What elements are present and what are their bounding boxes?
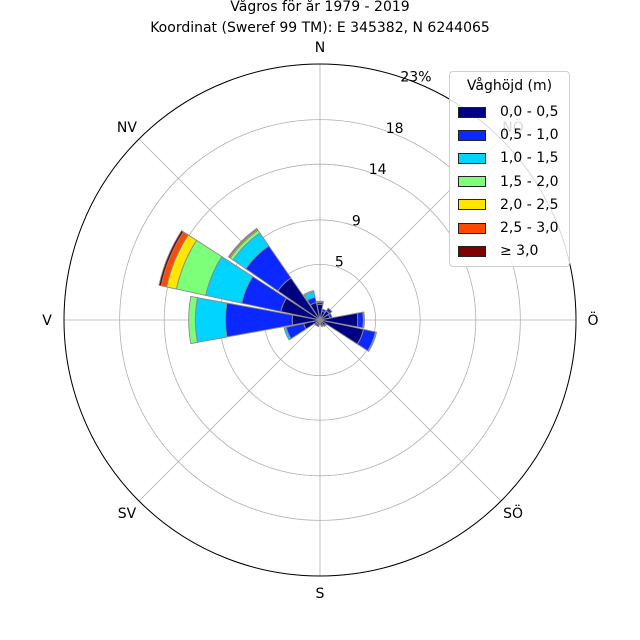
bar-segment-NÖ-1 bbox=[325, 307, 333, 315]
direction-label: S bbox=[316, 586, 325, 602]
direction-label: NV bbox=[117, 120, 137, 136]
legend: Våghöjd (m) 0,0 - 0,5 0,5 - 1,0 1,0 - 1,5 1… bbox=[449, 71, 570, 267]
legend-swatch bbox=[458, 152, 486, 164]
bar-segment-Ö-2 bbox=[362, 311, 365, 329]
chart-subtitle: Koordinat (Sweref 99 TM): E 345382, N 62… bbox=[150, 20, 490, 36]
radial-tick-label: 18 bbox=[386, 121, 404, 137]
bar-segment-Ö-1 bbox=[356, 311, 364, 329]
radial-tick-label: 9 bbox=[352, 213, 361, 229]
legend-label: 0,0 - 0,5 bbox=[500, 104, 559, 120]
bar-segment-SÖ-1 bbox=[323, 323, 328, 328]
legend-label: 1,0 - 1,5 bbox=[500, 150, 559, 167]
radial-tick-label: 14 bbox=[369, 162, 387, 178]
angular-grid-line bbox=[319, 319, 502, 502]
direction-label: V bbox=[42, 313, 52, 329]
legend-swatch bbox=[458, 129, 486, 141]
bar-segment-V-2 bbox=[194, 297, 228, 343]
legend-item: 1,0 - 1,5 bbox=[458, 150, 558, 166]
direction-label: SV bbox=[118, 506, 137, 522]
legend-label: 2,0 - 2,5 bbox=[500, 196, 559, 213]
radial-tick-label: 23% bbox=[400, 69, 431, 85]
legend-swatch bbox=[458, 222, 486, 234]
legend-item: 2,5 - 3,0 bbox=[458, 220, 558, 236]
direction-label: N bbox=[315, 40, 325, 56]
legend-label: 0,5 - 1,0 bbox=[500, 127, 559, 144]
legend-title: Våghöjd (m) bbox=[466, 78, 553, 94]
bar-segment-SSÖ-1 bbox=[320, 324, 325, 328]
legend-item: 0,5 - 1,0 bbox=[458, 127, 558, 143]
legend-item: ≥ 3,0 bbox=[458, 243, 538, 259]
bars-group bbox=[158, 227, 378, 353]
legend-label: 1,5 - 2,0 bbox=[500, 173, 559, 190]
direction-label: Ö bbox=[587, 311, 598, 329]
direction-label: SÖ bbox=[503, 504, 523, 522]
legend-item: 2,0 - 2,5 bbox=[458, 197, 558, 213]
angular-grid-line bbox=[138, 319, 321, 502]
legend-item: 0,0 - 0,5 bbox=[458, 104, 558, 120]
legend-swatch bbox=[458, 106, 486, 118]
bar-segment-N-2 bbox=[316, 300, 324, 304]
bar-segment-V-3 bbox=[188, 295, 198, 345]
chart-title: Vågros för år 1979 - 2019 bbox=[230, 0, 410, 15]
bar-segment-ÖSÖ-2 bbox=[367, 331, 378, 353]
legend-item: 1,5 - 2,0 bbox=[458, 174, 558, 190]
polar-frame bbox=[63, 63, 577, 577]
bar-segment-NV-5 bbox=[227, 227, 258, 258]
legend-swatch bbox=[458, 245, 486, 257]
legend-label: 2,5 - 3,0 bbox=[500, 220, 559, 236]
bar-segment-VNV-6 bbox=[158, 230, 185, 287]
legend-label: ≥ 3,0 bbox=[500, 243, 539, 260]
legend-swatch bbox=[458, 176, 486, 188]
bar-segment-VSV-2 bbox=[283, 326, 292, 341]
bar-segment-NNV-3 bbox=[303, 290, 315, 297]
radial-tick-label: 5 bbox=[335, 255, 344, 271]
legend-swatch bbox=[458, 199, 486, 211]
